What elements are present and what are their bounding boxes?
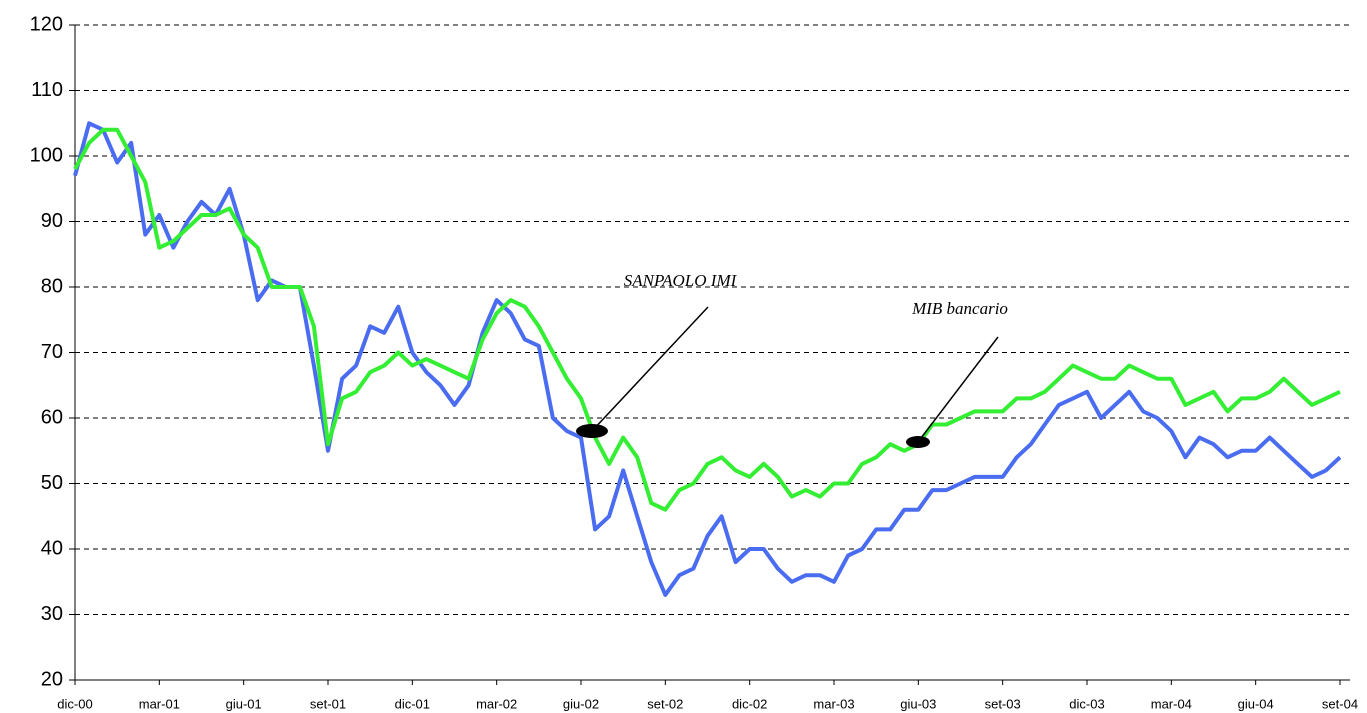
x-tick-label: set-03 [985,696,1021,711]
x-tick-label: set-02 [647,696,683,711]
y-tick-label: 70 [41,341,63,363]
y-tick-label: 90 [41,210,63,232]
y-tick-label: 30 [41,603,63,625]
y-tick-label: 80 [41,275,63,297]
y-tick-label: 100 [30,144,63,166]
series-line [73,121,1342,597]
x-tick-label: mar-04 [1151,696,1192,711]
x-tick-label: giu-03 [900,696,936,711]
x-tick-label: set-04 [1322,696,1358,711]
y-tick-label: 110 [31,79,63,101]
x-tick-label: giu-01 [226,696,262,711]
x-tick-label: mar-03 [813,696,854,711]
annotation: MIB bancario [911,299,1008,318]
x-tick-label: dic-02 [732,696,767,711]
x-tick-label: giu-04 [1238,696,1274,711]
x-tick-label: dic-01 [395,696,430,711]
y-tick-label: 20 [41,668,63,690]
y-tick-label: 50 [41,472,63,494]
y-tick-label: 60 [41,406,63,428]
y-tick-label: 40 [41,537,63,559]
x-tick-label: mar-01 [139,696,180,711]
annotation-marker [576,424,608,438]
x-tick-label: mar-02 [476,696,517,711]
annotation-line [591,306,709,432]
x-tick-label: giu-02 [563,696,599,711]
annotation: SANPAOLO IMI [624,271,738,290]
annotation-marker [906,436,930,448]
series-line [73,127,1341,512]
y-tick-label: 120 [30,13,63,35]
x-tick-label: dic-03 [1069,696,1104,711]
x-tick-label: set-01 [310,696,346,711]
annotation-line [917,336,999,443]
x-tick-label: dic-00 [57,696,92,711]
